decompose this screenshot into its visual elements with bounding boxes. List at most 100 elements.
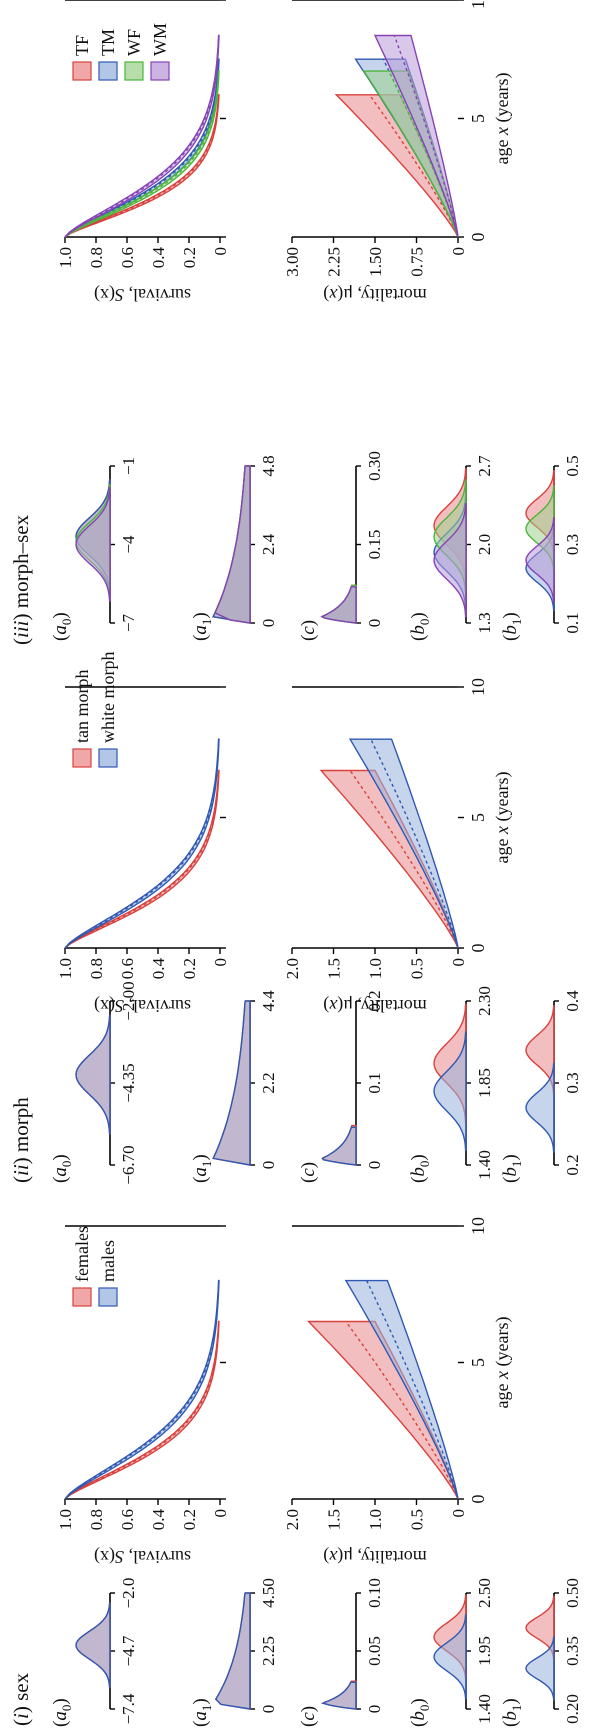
- morphsex-xticklabel-1: 5: [468, 114, 488, 123]
- morphsex-surv-median-1: [64, 59, 220, 238]
- sex-dist-sym-0: a: [50, 1711, 71, 1721]
- sex-dist-1: (a1) 0 2.25 4.50: [190, 1578, 278, 1727]
- morphsex-mort-ylabel-c: ): [323, 284, 329, 305]
- sex-surv-band-1: [64, 1279, 220, 1500]
- sex-surv-ylabel-b: S: [115, 1547, 124, 1567]
- morphsex-surv-median-2: [64, 71, 220, 238]
- sex-dist-label-1: (a1): [190, 1698, 214, 1727]
- sex-dist-ticklabel-1-1: 2.25: [259, 1636, 278, 1666]
- morphsex-dist-sym-0: a: [50, 625, 71, 635]
- sex-mort-ticklabel-0: 2.0: [283, 1509, 302, 1530]
- morphsex-dist-sym-1: a: [190, 625, 211, 635]
- morphsex-dist-4-series-3: [525, 517, 555, 604]
- morphsex-dist-sym-4: b: [500, 625, 521, 635]
- morph-xlabel-c: (years): [492, 772, 513, 826]
- morphsex-surv-ticklabel-1: 0.8: [87, 247, 106, 268]
- morph-surv-ticklabel-0: 1.0: [56, 958, 75, 979]
- morphsex-dist-close-4: ): [500, 612, 521, 618]
- morph-dist-label-3: (b0): [408, 1154, 432, 1183]
- panel-morphsex-roman: iii: [9, 620, 33, 638]
- sex-mort-ticklabel-2: 1.0: [366, 1509, 385, 1530]
- sex-surv-ticklabel-2: 0.6: [118, 1509, 137, 1530]
- morph-dist-ticklabel-4-2: 0.4: [563, 990, 582, 1012]
- morph-mort-ticklabel-3: 0.5: [408, 958, 427, 979]
- sex-dist-1-series-1: [214, 1592, 251, 1710]
- morphsex-dist-close-3: ): [408, 612, 429, 618]
- morphsex-dist-ticklabel-3-1: 2.0: [475, 534, 494, 555]
- sex-xlabel: age x (years): [492, 1317, 513, 1409]
- morphsex-surv-ylabel: survival, S(x): [94, 284, 191, 305]
- morphsex-dist-label-3: (b0): [408, 612, 432, 641]
- sex-mort-ylabel-c: ): [323, 1546, 329, 1567]
- morph-xticklabel-0: 0: [468, 944, 488, 953]
- morphsex-surv-band-0: [64, 94, 220, 238]
- sex-dist-ticklabel-0-2: −2.0: [119, 1578, 138, 1609]
- sex-dist-sym-1: a: [190, 1711, 211, 1721]
- morph-survival-plot: [65, 686, 220, 949]
- sex-dist-close-1: ): [190, 1698, 211, 1704]
- sex-dist-sym-2: c: [298, 1712, 319, 1721]
- morphsex-curves: 1.0 0.8 0.6 0.4 0.2 0 3.00 2.25 1.50 0.75 00510sur…: [56, 0, 513, 305]
- sex-dist-ticklabel-3-2: 2.50: [475, 1578, 494, 1608]
- morph-surv-ylabel-a: survival,: [124, 996, 191, 1016]
- sex-mort-median-1: [366, 1280, 459, 1500]
- panel-sex-title: (i) sex: [9, 1672, 33, 1726]
- morphsex-dist-close-1: ): [190, 612, 211, 618]
- sex-legend-swatch-1: [98, 1287, 118, 1307]
- sex-mort-band-1: [344, 1279, 459, 1500]
- sex-surv-ticklabel-4: 0.2: [180, 1509, 199, 1530]
- morphsex-mort-ylabel-b: x: [329, 285, 338, 305]
- sex-dist-label-0: (a0): [50, 1698, 74, 1727]
- morphsex-dist-ticklabel-2-1: 0.15: [365, 530, 384, 560]
- morphsex-dist-ticklabel-4-2: 0.5: [563, 455, 582, 476]
- morphsex-xlabel-c: (years): [492, 73, 513, 127]
- morphsex-dist-label-2: (c): [298, 620, 319, 641]
- morphsex-dist-ticklabel-3-2: 2.7: [475, 455, 494, 477]
- morph-dist-sub-4: 1: [509, 1161, 524, 1168]
- morph-mort-ticklabel-0: 2.0: [283, 958, 302, 979]
- sex-surv-median-0: [64, 1321, 220, 1500]
- sex-dist-sub-0: 0: [59, 1705, 74, 1712]
- sex-mort-ylabel-a: mortality, μ(: [337, 1546, 426, 1567]
- sex-surv-ylabel-c: (x): [94, 1546, 115, 1567]
- morph-dist-ticklabel-3-2: 2.30: [475, 986, 494, 1016]
- morph-dist-close-1: ): [190, 1154, 211, 1160]
- sex-dist-3-series-1: [433, 1614, 467, 1700]
- morphsex-dist-ticklabel-0-2: −1: [119, 457, 138, 475]
- morph-dist-sym-4: b: [500, 1167, 521, 1177]
- sex-dist-ticklabel-2-1: 0.05: [365, 1636, 384, 1666]
- sex-dist-0: (a0) −7.4 −4.7 −2.0: [50, 1578, 138, 1727]
- sex-dist-ticklabel-3-1: 1.95: [475, 1636, 494, 1666]
- morph-dist-ticklabel-0-2: −2.00: [119, 981, 138, 1020]
- morphsex-survival-plot: [65, 0, 220, 238]
- morphsex-dist-ticklabel-1-2: 4.8: [259, 455, 278, 476]
- sex-dist-close-4: ): [500, 1698, 521, 1704]
- morph-dist-4: (b1) 0.2 0.3 0.4: [500, 990, 582, 1183]
- morphsex-dist-label-1: (a1): [190, 612, 214, 641]
- panel-sex: (i) sex: [9, 1672, 33, 1726]
- morphsex-mort-band-3: [373, 34, 459, 238]
- sex-legend-swatch-0: [72, 1287, 92, 1307]
- sex-xlabel-c: (years): [492, 1317, 513, 1371]
- morphsex-legend-label-2: WF: [124, 29, 144, 56]
- sex-dist-ticklabel-4-1: 0.35: [563, 1636, 582, 1666]
- morphsex-xlabel: age x (years): [492, 73, 513, 165]
- morph-surv-ylabel: survival, S(x): [94, 995, 191, 1016]
- morph-dist-ticklabel-4-0: 0.2: [563, 1154, 582, 1175]
- morph-dist-ticklabel-4-1: 0.3: [563, 1072, 582, 1093]
- morph-dist-close-0: ): [50, 1154, 71, 1160]
- sex-dist-ticklabel-0-1: −4.7: [119, 1635, 138, 1666]
- morphsex-dist-ticklabel-1-1: 2.4: [259, 533, 278, 555]
- sex-xticklabel-0: 0: [468, 1495, 488, 1504]
- panel-morph-title: (ii) morph: [9, 1097, 33, 1183]
- morphsex-xticklabel-2: 10: [468, 0, 488, 9]
- morph-dist-2-series-1: [321, 1126, 357, 1166]
- morph-surv-ticklabel-2: 0.6: [118, 958, 137, 979]
- sex-dist-2-series-1: [321, 1681, 357, 1710]
- sex-mort-ylabel: mortality, μ(x): [323, 1546, 426, 1567]
- morphsex-mort-ticklabel-1: 2.25: [325, 247, 344, 277]
- morphsex-dist-ticklabel-2-0: 0: [365, 619, 384, 628]
- morph-legend-label-0: tan morph: [72, 670, 92, 744]
- sex-legend-label-0: females: [72, 1226, 92, 1282]
